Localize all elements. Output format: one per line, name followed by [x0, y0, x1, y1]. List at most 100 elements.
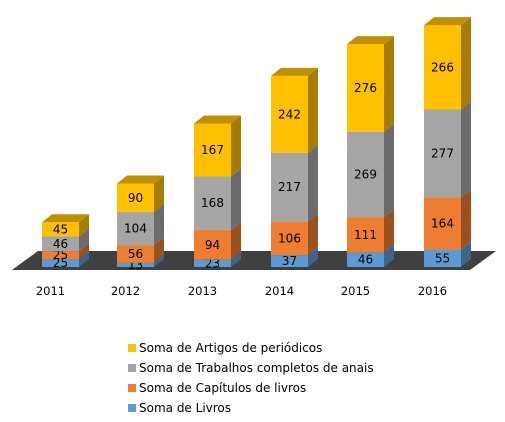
bar-front-face [271, 75, 308, 153]
bar-segment: 111 [347, 209, 394, 253]
bar-segment: 167 [194, 115, 241, 177]
legend-swatch [128, 404, 136, 412]
bar-side-face [79, 228, 89, 252]
legend-label: Soma de Artigos de periódicos [139, 341, 323, 355]
data-label: 45 [53, 222, 68, 236]
data-label: 25 [53, 256, 68, 270]
bar-top-face [42, 214, 89, 223]
data-label: 104 [124, 222, 147, 236]
legend-swatch [128, 344, 136, 352]
bar-front-face [117, 262, 154, 267]
bar-side-face [308, 247, 318, 267]
legend-item: Soma de Trabalhos completos de anais [128, 358, 374, 378]
data-label: 56 [128, 247, 143, 261]
x-tick-label: 2015 [341, 284, 370, 298]
bar-side-face [154, 237, 164, 263]
data-label: 23 [205, 256, 220, 270]
bar-side-face [308, 67, 318, 153]
data-label: 94 [205, 238, 220, 252]
data-label: 25 [53, 248, 68, 262]
bar-segment: 277 [424, 101, 471, 198]
bar-side-face [231, 221, 241, 260]
bar-side-face [384, 209, 394, 253]
data-label: 164 [431, 217, 454, 231]
legend-label: Soma de Livros [139, 401, 232, 415]
data-label: 111 [354, 228, 377, 242]
data-label: 242 [278, 107, 301, 121]
x-tick-label: 2014 [265, 284, 294, 298]
bar-segment: 25 [42, 243, 89, 262]
legend-item: Soma de Capítulos de livros [128, 378, 374, 398]
bar-side-face [384, 244, 394, 267]
bar-front-face [194, 229, 231, 260]
bar-top-face [271, 67, 318, 76]
bar-segment: 23 [194, 251, 241, 270]
bar-side-face [231, 168, 241, 230]
bar-front-face [117, 245, 154, 263]
bar-front-face [347, 252, 384, 267]
bar-segment: 106 [271, 213, 318, 256]
bar-side-face [308, 144, 318, 222]
legend-label: Soma de Capítulos de livros [139, 381, 307, 395]
bar-front-face [424, 109, 461, 198]
bar-side-face [384, 123, 394, 218]
data-label: 276 [354, 81, 377, 95]
data-label: 46 [358, 253, 373, 267]
x-tick-label: 2011 [36, 284, 65, 298]
legend-swatch [128, 364, 136, 372]
data-label: 266 [431, 60, 454, 74]
bar-segment: 164 [424, 189, 471, 250]
bar-front-face [42, 236, 79, 252]
data-label: 269 [354, 167, 377, 181]
bar-side-face [384, 36, 394, 132]
data-label: 90 [128, 191, 143, 205]
bar-front-face [347, 131, 384, 218]
bar-side-face [79, 214, 89, 237]
bar-front-face [271, 152, 308, 222]
bar-side-face [231, 251, 241, 267]
data-label: 37 [282, 254, 297, 268]
bar-segment: 276 [347, 36, 394, 132]
bar-segment: 94 [194, 221, 241, 260]
bar-front-face [424, 197, 461, 250]
bar-segment: 46 [42, 228, 89, 252]
bar-side-face [461, 101, 471, 198]
bar-front-face [42, 222, 79, 237]
legend-label: Soma de Trabalhos completos de anais [139, 361, 374, 375]
bar-side-face [461, 17, 471, 110]
bar-front-face [117, 212, 154, 246]
bar-segment: 104 [117, 204, 164, 246]
bar-stack-2016: 55 164 277 266 [424, 17, 471, 267]
bar-front-face [42, 251, 79, 260]
bar-segment: 217 [271, 144, 318, 222]
bar-side-face [154, 254, 164, 267]
data-label: 46 [53, 237, 68, 251]
bar-stack-2015: 46 111 269 276 [347, 36, 394, 267]
data-label: 167 [201, 143, 224, 157]
bar-side-face [461, 241, 471, 267]
bar-segment: 242 [271, 67, 318, 153]
bar-front-face [117, 183, 154, 213]
bar-segment: 90 [117, 175, 164, 213]
bar-segment: 46 [347, 244, 394, 267]
bar-front-face [194, 259, 231, 267]
bar-top-face [347, 36, 394, 45]
bar-front-face [347, 44, 384, 132]
bar-front-face [194, 176, 231, 230]
data-label: 168 [201, 196, 224, 210]
legend-item: Soma de Artigos de periódicos [128, 338, 374, 358]
bar-front-face [271, 221, 308, 256]
bar-side-face [154, 175, 164, 213]
legend: Soma de Artigos de periódicos Soma de Tra… [128, 338, 374, 418]
legend-item: Soma de Livros [128, 398, 374, 418]
bar-side-face [79, 251, 89, 267]
bar-top-face [117, 175, 164, 184]
bar-side-face [231, 115, 241, 177]
bar-top-face [424, 17, 471, 26]
data-label: 277 [431, 146, 454, 160]
data-label: 55 [435, 251, 450, 265]
bar-segment: 55 [424, 241, 471, 267]
